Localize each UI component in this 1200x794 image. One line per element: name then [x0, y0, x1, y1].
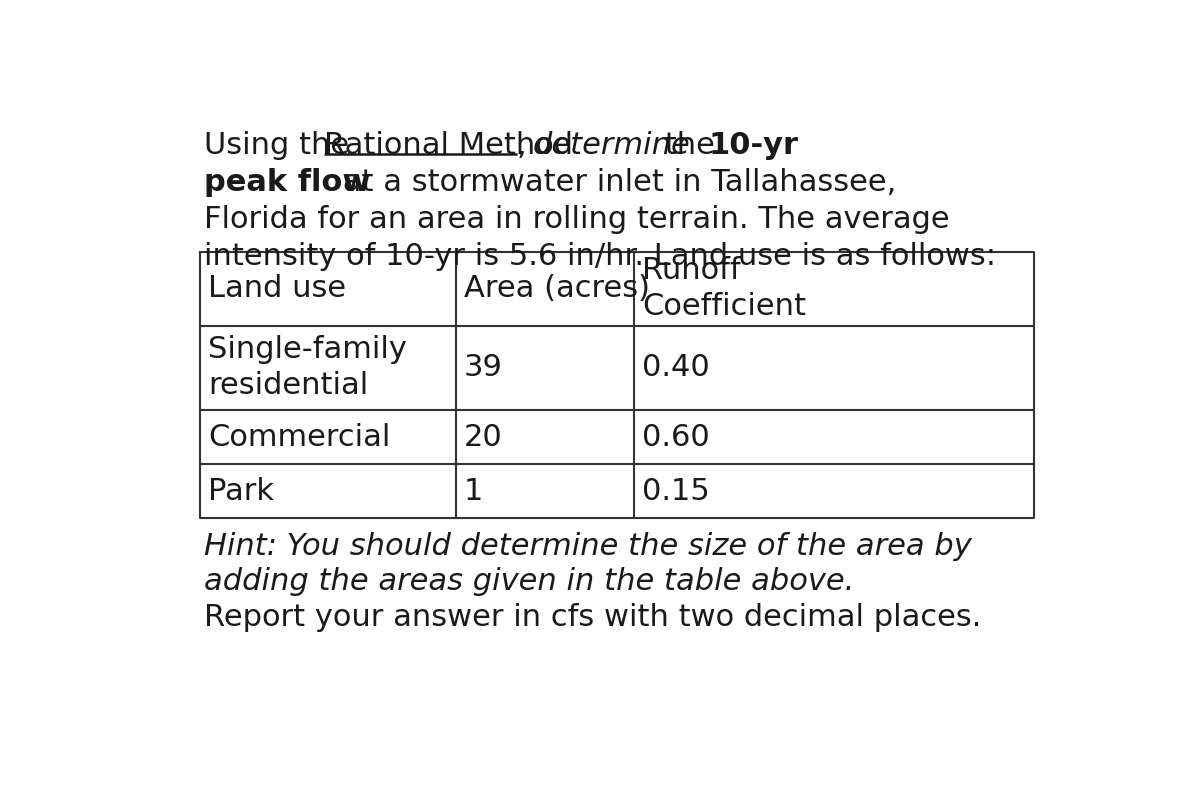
- Text: 0.60: 0.60: [642, 422, 710, 452]
- Text: Rational Method: Rational Method: [324, 131, 574, 160]
- Text: adding the areas given in the table above.: adding the areas given in the table abov…: [204, 567, 854, 596]
- Text: Single-family
residential: Single-family residential: [208, 335, 407, 400]
- Text: Report your answer in cfs with two decimal places.: Report your answer in cfs with two decim…: [204, 603, 982, 632]
- Text: 39: 39: [464, 353, 503, 383]
- Text: Hint: You should determine the size of the area by: Hint: You should determine the size of t…: [204, 532, 972, 561]
- Text: peak flow: peak flow: [204, 168, 371, 197]
- Text: Using the: Using the: [204, 131, 359, 160]
- Text: 10-yr: 10-yr: [708, 131, 798, 160]
- Text: Runoff
Coefficient: Runoff Coefficient: [642, 256, 806, 322]
- Text: Area (acres): Area (acres): [464, 275, 650, 303]
- Text: Florida for an area in rolling terrain. The average: Florida for an area in rolling terrain. …: [204, 205, 950, 233]
- Text: 1: 1: [464, 476, 484, 506]
- Text: determine: determine: [533, 131, 690, 160]
- Text: intensity of 10-yr is 5.6 in/hr. Land use is as follows:: intensity of 10-yr is 5.6 in/hr. Land us…: [204, 241, 996, 271]
- Text: at a stormwater inlet in Tallahassee,: at a stormwater inlet in Tallahassee,: [334, 168, 896, 197]
- Text: 0.15: 0.15: [642, 476, 710, 506]
- Text: 0.40: 0.40: [642, 353, 710, 383]
- Text: Park: Park: [208, 476, 274, 506]
- Text: Commercial: Commercial: [208, 422, 390, 452]
- Text: the: the: [655, 131, 725, 160]
- Text: Land use: Land use: [208, 275, 347, 303]
- Text: 20: 20: [464, 422, 503, 452]
- Text: ,: ,: [517, 131, 536, 160]
